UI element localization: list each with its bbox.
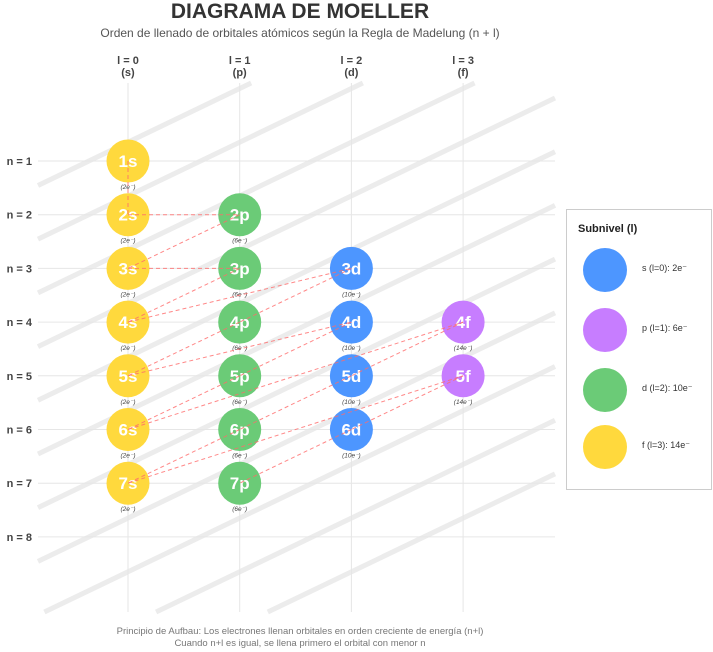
column-label-l1: l = 1 <box>229 55 251 67</box>
legend: Subnivel (l) s (l=0): 2e⁻ p (l=1): 6e⁻ d… <box>566 209 712 490</box>
plot-area: n = 1 n = 2 n = 3 n = 4 n = 5 n = 6 n = 7 n = 8… <box>7 55 557 615</box>
orbital-6p <box>218 408 262 451</box>
orbital-2p <box>218 193 262 237</box>
electron-label-4s: (2e⁻) <box>121 345 136 352</box>
column-sub-l0: (s) <box>121 67 135 79</box>
orbital-5p <box>218 354 262 398</box>
row-label-n5: n = 5 <box>7 371 32 383</box>
diagonal-guide <box>266 471 557 615</box>
electron-label-6s: (2e⁻) <box>121 453 136 460</box>
electron-label-5s: (2e⁻) <box>121 399 136 406</box>
electron-label-4d: (10e⁻) <box>342 345 361 352</box>
diagonal-guide <box>43 364 557 615</box>
row-label-n4: n = 4 <box>7 317 33 329</box>
column-label-l2: l = 2 <box>341 55 363 67</box>
caption-line-2: Cuando n+l es igual, se llena primero el… <box>174 638 426 649</box>
orbital-label-7s: 7s <box>119 474 138 493</box>
orbital-3p <box>218 246 262 290</box>
orbital-7p <box>218 461 262 505</box>
diagonal-guide <box>36 310 557 564</box>
electron-label-6p: (6e⁻) <box>232 453 247 460</box>
row-label-n6: n = 6 <box>7 425 32 437</box>
chart-title: DIAGRAMA DE MOELLER <box>170 0 430 23</box>
column-sub-l2: (d) <box>344 67 358 79</box>
electron-label-2s: (2e⁻) <box>121 238 136 245</box>
legend-title: Subnivel (l) <box>578 223 638 235</box>
orbital-label-4s: 4s <box>119 313 138 332</box>
legend-item-s: s (l=0): 2e⁻ <box>583 248 708 292</box>
legend-swatch <box>583 368 627 412</box>
electron-label-5f: (14e⁻) <box>454 399 473 406</box>
legend-swatch <box>583 425 627 469</box>
electron-label-3s: (2e⁻) <box>121 291 136 298</box>
legend-swatch <box>583 248 627 292</box>
electron-label-4f: (14e⁻) <box>454 345 473 352</box>
legend-label: f (l=3): 14e⁻ <box>642 440 691 450</box>
electron-label-5p: (6e⁻) <box>232 399 247 406</box>
filling-path-6s-4f <box>127 321 464 430</box>
electron-label-5d: (10e⁻) <box>342 399 361 406</box>
filling-path-4s-3d <box>127 267 352 323</box>
orbital-label-5s: 5s <box>119 367 138 386</box>
orbital-label-5f: 5f <box>456 367 471 386</box>
legend-item-d: d (l=2): 10e⁻ <box>583 368 708 412</box>
row-label-n3: n = 3 <box>7 263 32 275</box>
legend-label: p (l=1): 6e⁻ <box>642 323 688 333</box>
electron-label-7s: (2e⁻) <box>121 506 136 513</box>
filling-path-5s-4d <box>127 321 352 377</box>
column-sub-l1: (p) <box>233 67 247 79</box>
electron-label-6d: (10e⁻) <box>342 453 361 460</box>
orbital-label-6s: 6s <box>119 421 138 440</box>
legend-item-p: p (l=1): 6e⁻ <box>583 308 708 352</box>
electron-label-3d: (10e⁻) <box>342 291 361 298</box>
diagonal-guide <box>155 417 557 615</box>
caption-line-1: Principio de Aufbau: Los electrones llen… <box>116 626 484 637</box>
orbital-label-7p: 7p <box>230 474 250 493</box>
row-label-n7: n = 7 <box>7 478 32 490</box>
orbital-4p <box>218 300 262 344</box>
electron-label-7p: (6e⁻) <box>232 506 247 513</box>
column-label-l3: l = 3 <box>452 55 474 67</box>
diagonal-guide <box>36 80 253 188</box>
electron-label-2p: (6e⁻) <box>232 238 247 245</box>
column-label-l0: l = 0 <box>117 55 139 67</box>
row-label-n8: n = 8 <box>7 532 32 544</box>
legend-swatch <box>583 308 627 352</box>
row-label-n1: n = 1 <box>7 156 32 168</box>
legend-label: s (l=0): 2e⁻ <box>642 263 688 273</box>
filling-path-7s-5f <box>127 375 464 484</box>
orbital-label-4f: 4f <box>456 313 471 332</box>
electron-label-1s: (2e⁻) <box>121 184 136 191</box>
legend-label: d (l=2): 10e⁻ <box>642 383 693 393</box>
chart-subtitle: Orden de llenado de orbitales atómicos s… <box>100 26 500 40</box>
row-label-n2: n = 2 <box>7 210 32 222</box>
column-sub-l3: (f) <box>458 67 469 79</box>
legend-item-f: f (l=3): 14e⁻ <box>583 425 708 469</box>
